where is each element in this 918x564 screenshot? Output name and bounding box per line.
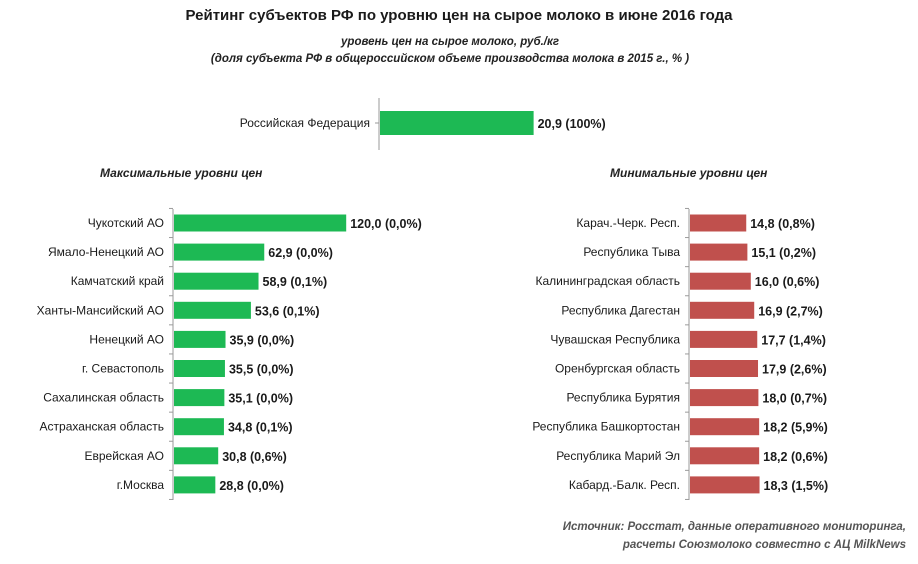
min-value-label: 18,0 (0,7%)	[762, 392, 827, 406]
rf-value-label: 20,9 (100%)	[538, 117, 606, 131]
min-value-label: 15,1 (0,2%)	[751, 246, 816, 260]
max-bar	[174, 272, 259, 290]
min-bar	[690, 418, 760, 436]
min-category-label: Республика Марий Эл	[556, 449, 680, 463]
rf-bars-group: Российская Федерация 20,9 (100%)	[240, 98, 606, 150]
min-category-label: Республика Башкортостан	[532, 420, 680, 434]
min-bar	[690, 214, 747, 232]
min-category-label: Карач.-Черк. Респ.	[576, 216, 680, 230]
max-category-label: Ненецкий АО	[89, 332, 164, 346]
max-bar	[174, 301, 251, 319]
min-value-label: 14,8 (0,8%)	[750, 217, 815, 231]
max-value-label: 120,0 (0,0%)	[350, 217, 422, 231]
min-value-label: 16,9 (2,7%)	[758, 304, 823, 318]
max-category-label: Астраханская область	[40, 420, 164, 434]
min-value-label: 18,3 (1,5%)	[764, 479, 829, 493]
min-prices-heading: Минимальные уровни цен	[610, 166, 768, 180]
min-bars-group: Карач.-Черк. Респ. 14,8 (0,8%) Республика …	[532, 207, 829, 500]
rf-category-label: Российская Федерация	[240, 116, 370, 130]
min-value-label: 16,0 (0,6%)	[755, 275, 820, 289]
min-bar	[690, 272, 751, 290]
max-bar	[174, 360, 225, 377]
min-category-label: Кабард.-Балк. Респ.	[569, 478, 680, 492]
max-prices-heading: Максимальные уровни цен	[100, 166, 263, 180]
max-value-label: 35,1 (0,0%)	[228, 392, 293, 406]
chart-subtitle-units: уровень цен на сырое молоко, руб./кг	[341, 36, 559, 48]
min-bar	[690, 243, 748, 261]
min-bar	[690, 301, 755, 319]
max-bar	[174, 476, 216, 494]
min-category-label: Чувашская Республика	[550, 332, 680, 346]
max-bar	[174, 418, 224, 436]
source-line-1: Источник: Росстат, данные оперативного м…	[562, 521, 906, 533]
min-bar	[690, 389, 759, 407]
max-category-label: Ямало-Ненецкий АО	[48, 245, 164, 259]
min-value-label: 17,7 (1,4%)	[761, 333, 826, 347]
max-bar	[174, 389, 225, 407]
max-value-label: 30,8 (0,6%)	[222, 450, 287, 464]
max-bar	[174, 330, 226, 348]
min-bar	[690, 360, 759, 377]
max-value-label: 35,5 (0,0%)	[229, 363, 294, 377]
chart-title: Рейтинг субъектов РФ по уровню цен на сы…	[185, 7, 733, 24]
min-category-label: Республика Дагестан	[561, 303, 680, 317]
max-category-label: Сахалинская область	[43, 391, 164, 405]
max-category-label: Еврейская АО	[84, 449, 164, 463]
min-value-label: 18,2 (0,6%)	[763, 450, 828, 464]
min-category-label: Оренбургская область	[555, 362, 680, 376]
min-value-label: 17,9 (2,6%)	[762, 363, 827, 377]
max-value-label: 62,9 (0,0%)	[268, 246, 333, 260]
max-category-label: Камчатский край	[71, 274, 164, 288]
max-category-label: Чукотский АО	[88, 216, 164, 230]
source-note: Источник: Росстат, данные оперативного м…	[563, 518, 906, 554]
max-category-label: г.Москва	[117, 478, 165, 492]
max-value-label: 58,9 (0,1%)	[263, 275, 328, 289]
max-value-label: 53,6 (0,1%)	[255, 304, 320, 318]
min-value-label: 18,2 (5,9%)	[763, 421, 828, 435]
rf-bar	[380, 111, 534, 135]
chart-subtitle-share: (доля субъекта РФ в общероссийском объем…	[210, 53, 690, 65]
min-bar	[690, 330, 758, 348]
min-category-label: Калининградская область	[535, 274, 680, 288]
min-category-label: Республика Бурятия	[566, 391, 680, 405]
max-bars-group: Чукотский АО 120,0 (0,0%) Ямало-Ненецкий А…	[37, 207, 422, 500]
min-bar	[690, 447, 760, 465]
max-category-label: г. Севастополь	[82, 362, 164, 376]
max-category-label: Ханты-Мансийский АО	[37, 303, 164, 317]
max-bar	[174, 447, 219, 465]
max-bar	[174, 214, 347, 232]
max-value-label: 28,8 (0,0%)	[219, 479, 284, 493]
min-bar	[690, 476, 760, 494]
source-line-2: расчеты Союзмолоко совместно с АЦ MilkNe…	[622, 539, 906, 551]
max-value-label: 34,8 (0,1%)	[228, 421, 293, 435]
max-bar	[174, 243, 265, 261]
min-category-label: Республика Тыва	[583, 245, 680, 259]
max-value-label: 35,9 (0,0%)	[230, 333, 295, 347]
